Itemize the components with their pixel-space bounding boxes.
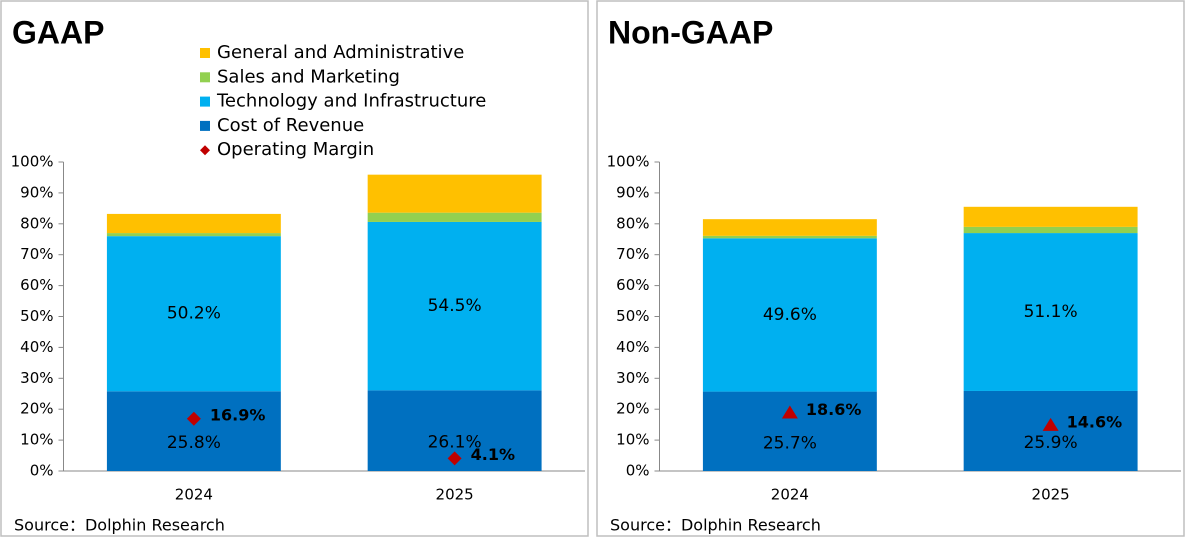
y-tick-label: 10% [616, 431, 649, 449]
legend-label: General and Administrative [217, 42, 464, 63]
data-label: 25.7% [763, 433, 817, 453]
y-tick-label: 80% [20, 214, 53, 232]
legend-label: Operating Margin [217, 139, 374, 160]
bar-segment [106, 213, 281, 234]
y-tick-label: 0% [30, 462, 54, 480]
y-tick-label: 30% [20, 369, 53, 387]
y-tick-label: 0% [626, 462, 650, 480]
y-tick-label: 10% [20, 431, 53, 449]
legend-swatch [200, 145, 210, 156]
legend-swatch [200, 72, 210, 83]
y-tick-label: 60% [616, 276, 649, 294]
marker [781, 405, 798, 419]
bar-segment [702, 391, 877, 471]
panel-border [596, 0, 1185, 537]
y-tick-label: 30% [616, 369, 649, 387]
y-tick-label: 90% [616, 183, 649, 201]
marker [186, 411, 201, 426]
y-tick-label: 100% [607, 153, 650, 171]
bar-segment [106, 391, 281, 471]
marker-label: 18.6% [806, 400, 862, 419]
bar-segment [367, 174, 542, 213]
x-tick-label: 2025 [1032, 486, 1070, 504]
y-tick-label: 20% [616, 400, 649, 418]
bar-segment [963, 233, 1138, 391]
bar-segment [702, 235, 877, 239]
panel: GAAP Source：Dolphin Research 0% 10% 20% 30% 40… [0, 0, 589, 537]
data-label: 25.8% [167, 433, 221, 453]
data-label: 49.6% [763, 305, 817, 325]
bar-segment [367, 212, 542, 222]
y-tick-label: 60% [20, 276, 53, 294]
legend-label: Technology and Infrastructure [216, 91, 486, 112]
bar-segment [963, 206, 1138, 227]
marker-label: 4.1% [471, 445, 515, 464]
bar-segment [702, 238, 877, 392]
y-tick-label: 20% [20, 400, 53, 418]
bar-segment [106, 236, 281, 392]
chart-title: GAAP [12, 14, 104, 50]
legend-label: Sales and Marketing [217, 66, 400, 87]
data-label: 54.5% [428, 296, 482, 316]
y-tick-label: 50% [616, 307, 649, 325]
legend-label: Cost of Revenue [217, 115, 364, 136]
bar-segment [702, 219, 877, 236]
marker [447, 451, 462, 466]
source: Source：Dolphin Research [610, 516, 821, 535]
y-tick-label: 50% [20, 307, 53, 325]
source: Source：Dolphin Research [14, 516, 225, 535]
panel: Non-GAAP Source：Dolphin Research 0% 10% 20% 3… [596, 0, 1185, 537]
bar-segment [963, 390, 1138, 471]
panel-border [0, 0, 589, 537]
y-tick-label: 70% [20, 245, 53, 263]
legend-swatch [200, 120, 210, 131]
marker-label: 14.6% [1067, 412, 1123, 431]
y-tick-label: 80% [616, 214, 649, 232]
x-tick-label: 2025 [436, 486, 474, 504]
legend-swatch [200, 96, 210, 107]
bar-segment [106, 233, 281, 237]
y-tick-label: 40% [20, 338, 53, 356]
chart-title: Non-GAAP [608, 14, 773, 50]
y-tick-label: 90% [20, 183, 53, 201]
y-tick-label: 70% [616, 245, 649, 263]
data-label: 51.1% [1024, 302, 1078, 322]
data-label: 26.1% [428, 433, 482, 453]
y-tick-label: 100% [11, 153, 54, 171]
data-label: 25.9% [1024, 433, 1078, 453]
marker [1042, 417, 1059, 431]
legend-swatch [200, 48, 210, 58]
x-tick-label: 2024 [175, 486, 213, 504]
bar-segment [963, 226, 1138, 234]
x-tick-label: 2024 [771, 486, 809, 504]
data-label: 50.2% [167, 304, 221, 324]
marker-label: 16.9% [210, 405, 266, 424]
bar-segment [367, 221, 542, 391]
y-tick-label: 40% [616, 338, 649, 356]
